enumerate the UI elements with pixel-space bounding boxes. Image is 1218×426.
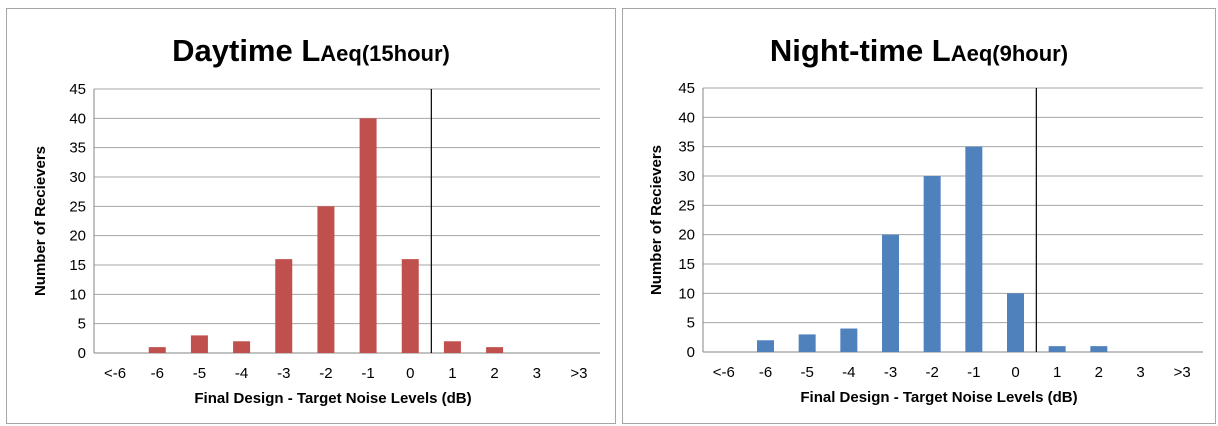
bar [757,340,774,352]
bar [444,341,461,353]
x-tick-label: >3 [570,365,587,382]
y-tick-label: 15 [678,256,695,273]
y-tick-label: 10 [69,286,86,303]
y-axis-label: Number of Recievers [648,145,665,295]
y-tick-label: 30 [678,168,695,185]
y-tick-label: 25 [678,197,695,214]
x-tick-label: -6 [759,364,772,381]
bar [191,335,208,353]
y-tick-label: 15 [69,257,86,274]
x-tick-label: -3 [277,365,290,382]
y-tick-label: 40 [69,110,86,127]
x-tick-label: 3 [533,365,541,382]
x-tick-label: -6 [151,365,164,382]
y-tick-label: 20 [678,227,695,244]
x-tick-label: -1 [361,365,374,382]
x-tick-label: 2 [490,365,498,382]
bar [317,206,334,353]
x-tick-label: 2 [1095,364,1103,381]
bar [233,341,250,353]
bar [1007,293,1024,352]
y-tick-label: 30 [69,169,86,186]
bar [149,347,166,353]
x-axis-label: Final Design - Target Noise Levels (dB) [194,390,471,407]
y-tick-label: 45 [678,80,695,97]
bar [402,259,419,353]
x-tick-label: <-6 [713,364,735,381]
x-tick-label: <-6 [104,365,126,382]
bar [840,329,857,352]
bar [1090,346,1107,352]
x-tick-label: -1 [967,364,980,381]
x-tick-label: 1 [448,365,456,382]
y-tick-label: 10 [678,285,695,302]
y-tick-label: 35 [678,139,695,156]
y-tick-label: 45 [69,81,86,98]
bar [924,176,941,352]
x-tick-label: -5 [800,364,813,381]
bar [882,235,899,352]
y-tick-label: 35 [69,140,86,157]
bar [1049,346,1066,352]
y-tick-label: 0 [78,345,86,362]
x-axis-label: Final Design - Target Noise Levels (dB) [800,389,1077,406]
y-tick-label: 40 [678,109,695,126]
daytime-chart-svg: 0 5 10 15 20 25 30 35 40 45 <-6 -6 -5 -4 -3 -2 -1 0 1 2 3 >3 F… [7,9,617,425]
x-tick-label: 0 [1011,364,1019,381]
x-tick-label: -3 [884,364,897,381]
x-tick-label: >3 [1174,364,1191,381]
bar [275,259,292,353]
y-axis-label: Number of Recievers [32,146,49,296]
y-tick-label: 5 [78,316,86,333]
bar [360,118,377,353]
y-tick-label: 5 [687,315,695,332]
nighttime-chart-panel: Night-time LAeq(9hour) 0 5 10 15 20 25 30 35 40 4… [622,8,1216,424]
y-tick-label: 20 [69,228,86,245]
x-tick-label: -2 [925,364,938,381]
x-tick-label: 1 [1053,364,1061,381]
bar [799,334,816,352]
x-tick-label: 3 [1136,364,1144,381]
x-tick-label: -4 [235,365,248,382]
x-tick-label: -2 [319,365,332,382]
x-tick-label: -5 [193,365,206,382]
y-tick-label: 25 [69,198,86,215]
bar [965,147,982,352]
x-tick-label: -4 [842,364,855,381]
x-tick-label: 0 [406,365,414,382]
nighttime-chart-svg: 0 5 10 15 20 25 30 35 40 45 <-6 -6 -5 -4 -3 -2 -1 0 1 2 3 >3 F… [623,9,1217,425]
daytime-chart-panel: Daytime LAeq(15hour) 0 5 10 15 20 25 30 35 40 45 <… [6,8,616,424]
y-tick-label: 0 [687,344,695,361]
bar [486,347,503,353]
